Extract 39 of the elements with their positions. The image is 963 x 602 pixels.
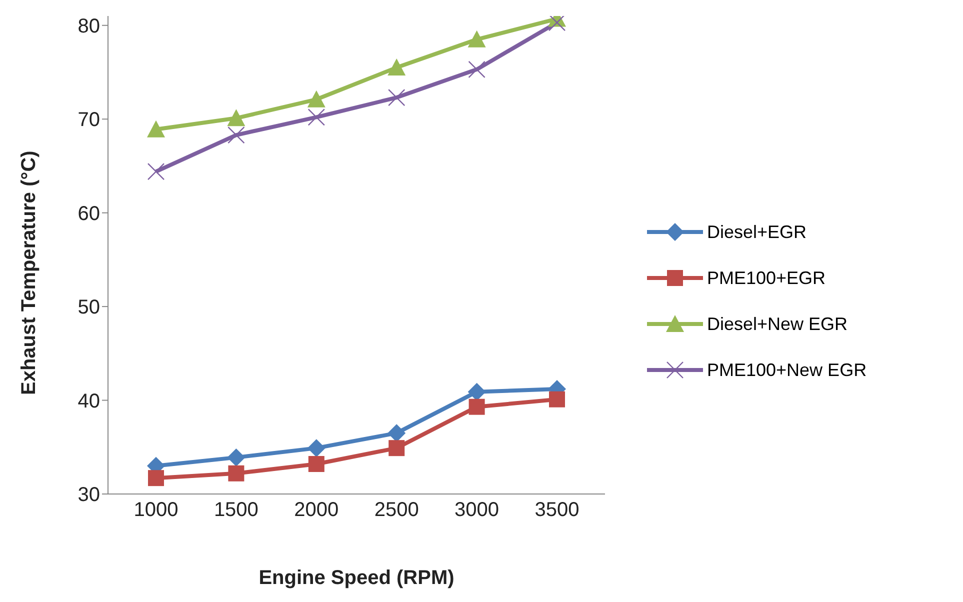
point bbox=[228, 465, 244, 482]
point bbox=[227, 448, 246, 466]
x-tick-label: 2000 bbox=[294, 499, 339, 522]
point bbox=[549, 391, 565, 408]
x-tick-label: 2500 bbox=[374, 499, 419, 522]
legend-label: Diesel+EGR bbox=[707, 222, 807, 242]
y-tick-label: 80 bbox=[78, 15, 100, 38]
point bbox=[227, 109, 246, 126]
point bbox=[307, 90, 326, 108]
point bbox=[388, 424, 406, 442]
x-tick-label: 3000 bbox=[454, 499, 500, 522]
point bbox=[388, 58, 406, 76]
x-axis-title: Engine Speed (RPM) bbox=[258, 567, 454, 589]
point bbox=[308, 456, 324, 472]
x-tick-label: 1000 bbox=[134, 499, 178, 522]
point bbox=[468, 398, 485, 415]
legend-label: Diesel+New EGR bbox=[707, 314, 848, 334]
point bbox=[388, 440, 405, 456]
legend-label: PME100+New EGR bbox=[707, 360, 867, 380]
point bbox=[147, 162, 165, 180]
y-axis-title: Exhaust Temperature (°C) bbox=[18, 150, 40, 395]
point bbox=[228, 126, 245, 144]
y-tick-label: 40 bbox=[78, 390, 100, 412]
point bbox=[388, 88, 406, 106]
point bbox=[148, 470, 164, 486]
point bbox=[308, 108, 325, 126]
point bbox=[468, 382, 486, 401]
y-tick-label: 30 bbox=[78, 484, 100, 506]
y-tick-label: 70 bbox=[78, 109, 100, 132]
y-tick-label: 60 bbox=[78, 202, 100, 225]
point bbox=[468, 30, 486, 48]
point bbox=[468, 60, 486, 78]
point bbox=[307, 439, 326, 458]
point bbox=[147, 120, 165, 138]
legend-label: PME100+EGR bbox=[707, 268, 826, 288]
x-tick-label: 1500 bbox=[214, 499, 258, 522]
y-tick-label: 50 bbox=[78, 296, 100, 319]
x-tick-label: 3500 bbox=[534, 499, 580, 522]
point bbox=[548, 16, 566, 32]
